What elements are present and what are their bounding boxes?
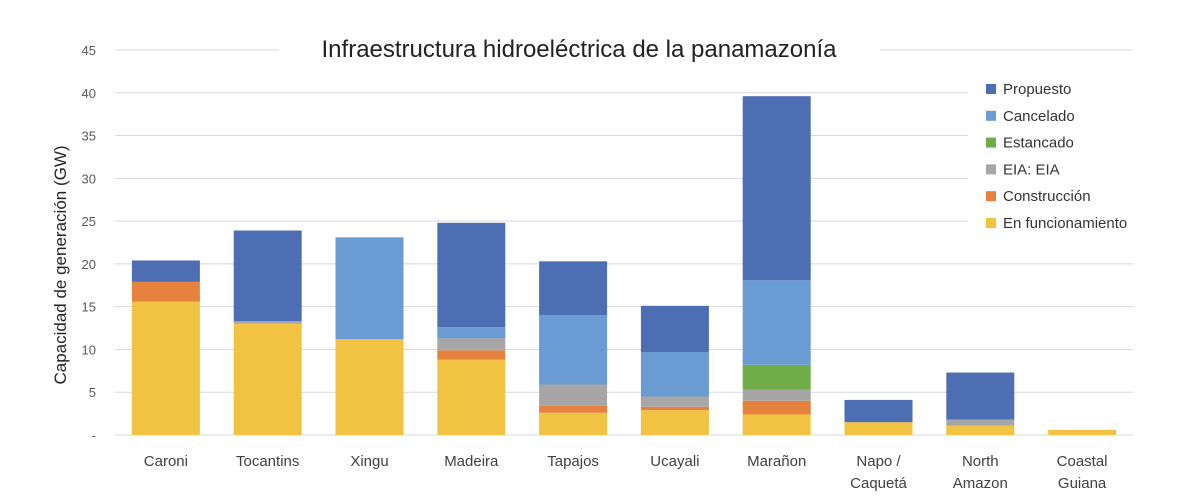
legend: Propuesto Cancelado Estancado EIA: EIA Const… <box>968 70 1148 242</box>
legend-swatch <box>986 218 996 228</box>
y-tick-label: 45 <box>82 43 96 58</box>
bar-segment <box>539 405 608 413</box>
bar-segment <box>946 419 1015 426</box>
bar-segment <box>1048 429 1117 435</box>
x-tick-label: Marañon <box>747 453 806 470</box>
y-tick-label: 40 <box>82 86 96 101</box>
legend-swatch <box>986 110 996 121</box>
y-tick-label: 10 <box>82 342 96 357</box>
chart-title: Infraestructura hidroeléctrica de la pan… <box>322 36 838 63</box>
x-tick-label: Caquetá <box>850 475 907 492</box>
bar-segment <box>640 406 709 411</box>
y-tick-label: 5 <box>89 385 96 400</box>
x-tick-label: Madeira <box>444 453 499 470</box>
bar-segment <box>131 260 200 282</box>
y-tick-label: 20 <box>82 257 96 272</box>
bar-segment <box>640 410 709 435</box>
y-tick-label: - <box>92 428 96 443</box>
y-axis-label: Capacidad de generación (GW) <box>51 145 70 384</box>
bar-segment <box>539 261 608 316</box>
bar-segment <box>437 327 506 339</box>
x-axis-categories: Caroni Tocantins Xingu Madeira Tapajos Ucayal… <box>144 453 1108 492</box>
bar-segment <box>640 396 709 407</box>
y-tick-label: 30 <box>82 171 96 186</box>
bar-segment <box>539 315 608 385</box>
x-tick-label: Caroni <box>144 453 188 470</box>
bar-segment <box>844 399 913 423</box>
legend-swatch <box>986 137 996 148</box>
x-tick-label: Napo / <box>856 453 901 470</box>
x-tick-label: Ucayali <box>650 453 699 470</box>
bar-segment <box>742 389 811 401</box>
legend-swatch <box>986 164 996 175</box>
bar-segment <box>437 222 506 328</box>
bar-segment <box>742 280 811 365</box>
legend-label: Estancado <box>1003 135 1074 152</box>
legend-label: En funcionamiento <box>1003 215 1127 232</box>
bars <box>131 96 1117 435</box>
x-tick-label: Coastal <box>1057 453 1108 470</box>
bar-segment <box>742 96 811 281</box>
bar-segment <box>437 359 506 435</box>
x-tick-label: Guiana <box>1058 475 1107 492</box>
legend-label: Cancelado <box>1003 108 1075 125</box>
bar-segment <box>946 372 1015 420</box>
bar-segment <box>946 425 1015 435</box>
y-tick-label: 35 <box>82 129 96 144</box>
bar-segment <box>233 321 302 324</box>
bar-segment <box>539 384 608 406</box>
bar-segment <box>335 237 404 340</box>
legend-swatch <box>986 84 996 94</box>
bar-segment <box>131 281 200 302</box>
y-tick-label: 15 <box>82 300 96 315</box>
bar-segment <box>844 422 913 435</box>
y-tick-label: 25 <box>82 214 96 229</box>
title-background <box>278 30 880 70</box>
x-tick-label: Tapajos <box>547 453 599 470</box>
bar-segment <box>742 400 811 415</box>
x-tick-label: Xingu <box>350 453 388 470</box>
x-tick-label: North <box>962 453 999 470</box>
bar-segment <box>640 305 709 353</box>
legend-background <box>968 70 1148 242</box>
legend-swatch <box>986 191 996 202</box>
x-tick-label: Amazon <box>953 475 1008 492</box>
bar-segment <box>233 323 302 435</box>
y-axis-ticks: - 5 10 15 20 25 30 35 40 45 <box>82 43 96 443</box>
bar-segment <box>437 350 506 360</box>
bar-segment <box>335 339 404 435</box>
legend-label: EIA: EIA <box>1003 161 1060 178</box>
bar-segment <box>131 301 200 435</box>
bar-segment <box>539 412 608 435</box>
legend-label: Propuesto <box>1003 81 1071 98</box>
legend-label: Construcción <box>1003 188 1091 205</box>
bar-segment <box>437 338 506 351</box>
bar-segment <box>742 364 811 390</box>
bar-segment <box>640 352 709 397</box>
x-tick-label: Tocantins <box>236 453 299 470</box>
bar-segment <box>233 230 302 322</box>
bar-segment <box>742 414 811 435</box>
